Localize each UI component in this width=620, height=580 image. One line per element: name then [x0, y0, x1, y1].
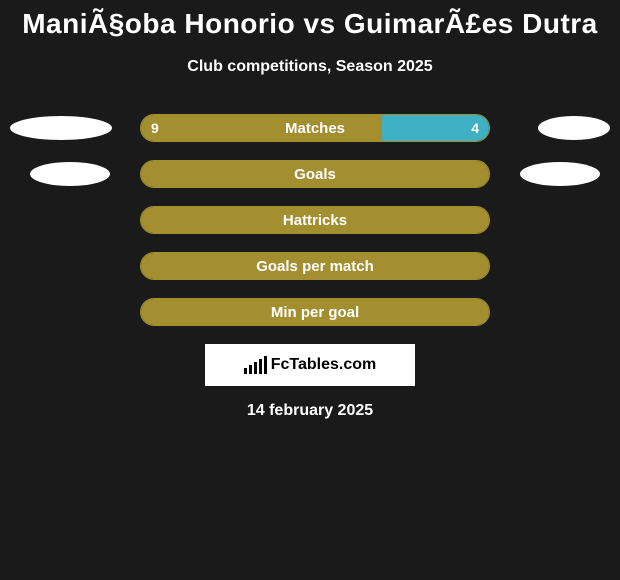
left-oval: [10, 116, 112, 140]
stats-list: 94MatchesGoalsHattricksGoals per matchMi…: [0, 114, 620, 326]
stat-value-left: 9: [151, 120, 159, 136]
bar-fill-left: [141, 207, 489, 233]
stat-bar: Goals per match: [140, 252, 490, 280]
right-oval: [520, 162, 600, 186]
brand-text: FcTables.com: [271, 356, 377, 374]
stat-row: Hattricks: [0, 206, 620, 234]
stat-bar: 94Matches: [140, 114, 490, 142]
stat-value-right: 4: [471, 120, 479, 136]
footer-date: 14 february 2025: [0, 402, 620, 420]
stat-row: Goals per match: [0, 252, 620, 280]
stat-bar: Hattricks: [140, 206, 490, 234]
brand-box[interactable]: FcTables.com: [205, 344, 415, 386]
bar-fill-left: [141, 253, 489, 279]
left-oval: [30, 162, 110, 186]
stat-row: Min per goal: [0, 298, 620, 326]
stat-row: 94Matches: [0, 114, 620, 142]
stat-bar: Min per goal: [140, 298, 490, 326]
bar-fill-left: [141, 115, 382, 141]
stat-row: Goals: [0, 160, 620, 188]
brand-bars-icon: [244, 356, 267, 374]
stat-bar: Goals: [140, 160, 490, 188]
subtitle: Club competitions, Season 2025: [0, 58, 620, 76]
bar-fill-left: [141, 161, 489, 187]
page-title: ManiÃ§oba Honorio vs GuimarÃ£es Dutra: [0, 8, 620, 40]
bar-fill-left: [141, 299, 489, 325]
right-oval: [538, 116, 610, 140]
comparison-card: ManiÃ§oba Honorio vs GuimarÃ£es Dutra Cl…: [0, 0, 620, 420]
